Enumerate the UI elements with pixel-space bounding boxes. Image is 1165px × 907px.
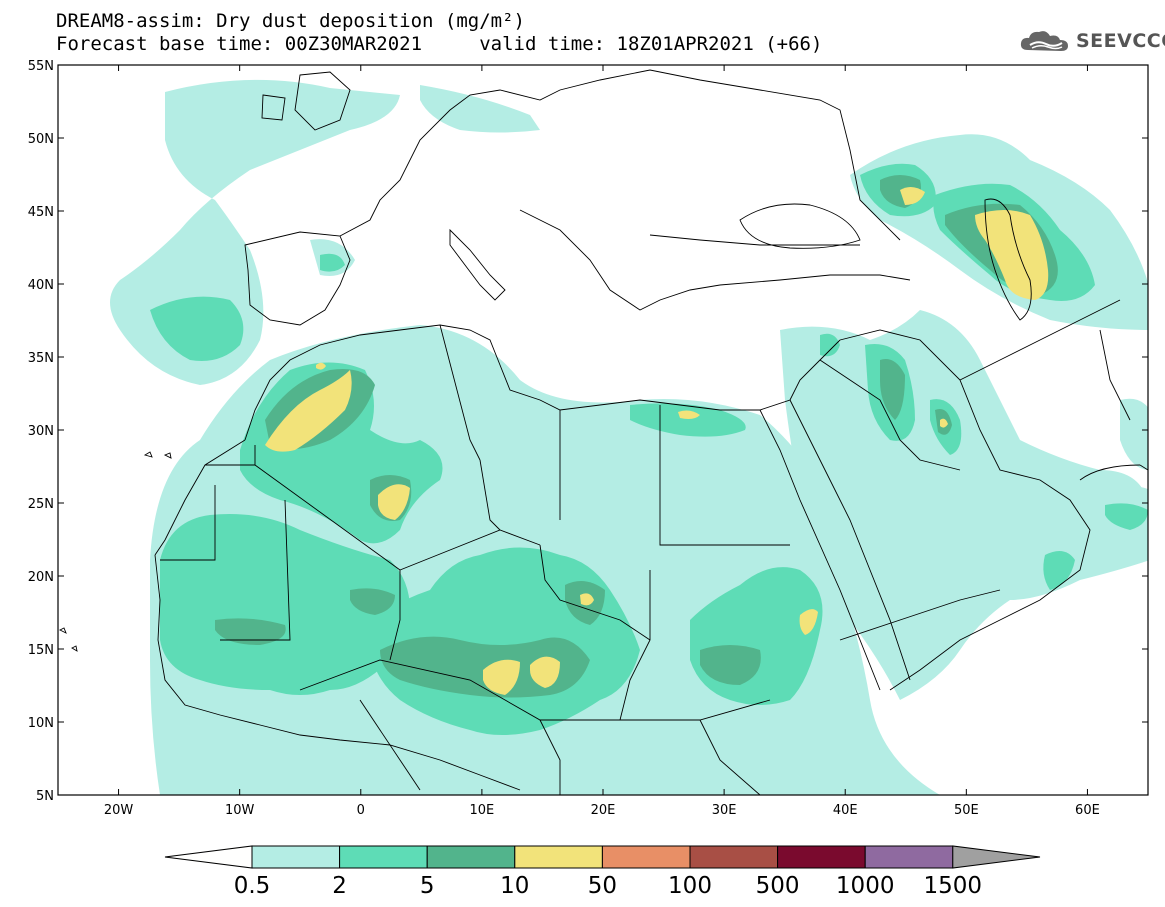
lon-tick-label: 60E	[1075, 803, 1100, 818]
dust-level-10-50	[265, 186, 1049, 695]
logo-text: SEEVCCC	[1076, 30, 1165, 52]
colorbar-segment	[339, 845, 428, 869]
colorbar-segment	[251, 845, 341, 869]
lon-tick-label: 0	[357, 803, 365, 818]
lat-tick-label: 15N	[28, 643, 54, 658]
cloud-icon	[1020, 31, 1068, 51]
colorbar-label: 0.5	[234, 873, 271, 899]
colorbar-label: 1500	[924, 873, 983, 899]
coastlines	[58, 69, 1148, 795]
seevccc-logo: SEEVCCC	[1018, 26, 1165, 56]
colorbar-label: 5	[420, 873, 435, 899]
colorbar-label: 50	[588, 873, 617, 899]
colorbar-segment	[601, 845, 691, 869]
colorbar-segment	[689, 845, 779, 869]
colorbar-segment	[514, 845, 603, 869]
forecast-time-subtitle: Forecast base time: 00Z30MAR2021 valid t…	[56, 33, 823, 55]
lon-tick-label: 10E	[470, 803, 495, 818]
map-title: DREAM8-assim: Dry dust deposition (mg/m²…	[56, 10, 525, 32]
colorbar-segment	[426, 845, 516, 869]
lat-tick-label: 20N	[28, 570, 54, 585]
lon-tick-label: 20E	[591, 803, 616, 818]
lat-tick-label: 25N	[28, 497, 54, 512]
colorbar-label: 100	[668, 873, 712, 899]
dust-field	[110, 79, 1148, 795]
tick-marks	[58, 64, 1148, 796]
colorbar-high-arrow	[952, 845, 1041, 869]
lon-tick-label: 40E	[833, 803, 858, 818]
colorbar-label: 2	[332, 873, 347, 899]
colorbar-low-arrow	[164, 845, 253, 869]
longitude-axis: 20W 10W 0 10E 20E 30E 40E 50E 60E	[104, 803, 1100, 818]
lon-tick-label: 20W	[104, 803, 134, 818]
lat-tick-label: 30N	[28, 424, 54, 439]
lat-tick-label: 45N	[28, 205, 54, 220]
lat-tick-label: 35N	[28, 351, 54, 366]
lon-tick-label: 10W	[225, 803, 255, 818]
lon-tick-label: 30E	[712, 803, 737, 818]
colorbar-label: 1000	[836, 873, 895, 899]
lat-tick-label: 40N	[28, 278, 54, 293]
lat-tick-label: 10N	[28, 716, 54, 731]
colorbar-segment	[777, 845, 866, 869]
lat-tick-label: 5N	[36, 789, 54, 804]
colorbar-label: 500	[756, 873, 800, 899]
lon-tick-label: 50E	[954, 803, 979, 818]
colorbar-segment	[864, 845, 954, 869]
colorbar-label: 10	[500, 873, 529, 899]
latitude-axis: 5N 10N 15N 20N 25N 30N 35N 40N 45N 50N 55N	[28, 59, 54, 804]
lat-tick-label: 50N	[28, 132, 54, 147]
lat-tick-label: 55N	[28, 59, 54, 74]
